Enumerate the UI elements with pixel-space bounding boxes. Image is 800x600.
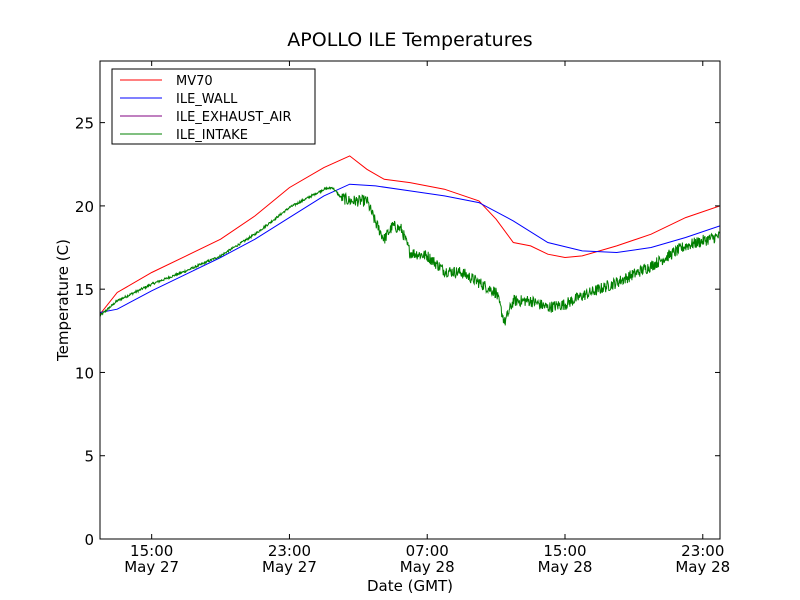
y-tick-label: 25 xyxy=(75,115,94,133)
x-tick-time-label: 15:00 xyxy=(130,542,173,560)
series-line-ile-wall xyxy=(100,183,720,313)
legend-label: ILE_WALL xyxy=(176,92,238,107)
series-line-mv70 xyxy=(100,155,720,315)
legend-label: ILE_EXHAUST_AIR xyxy=(176,110,292,125)
legend-label: MV70 xyxy=(176,74,213,89)
y-axis-label: Temperature (C) xyxy=(54,239,72,362)
x-tick-date-label: May 28 xyxy=(675,558,730,576)
x-tick-date-label: May 27 xyxy=(124,558,179,576)
x-tick-date-label: May 28 xyxy=(400,558,455,576)
y-tick-label: 20 xyxy=(75,198,94,216)
legend: MV70 ILE_WALL ILE_EXHAUST_AIR ILE_INTAKE xyxy=(111,68,316,145)
y-tick-label: 15 xyxy=(75,281,94,299)
chart-title: APOLLO ILE Temperatures xyxy=(287,29,532,51)
series-layer xyxy=(100,155,720,326)
legend-box xyxy=(111,68,316,145)
y-tick-label: 0 xyxy=(84,531,94,549)
x-tick-time-label: 23:00 xyxy=(268,542,311,560)
x-tick-date-label: May 28 xyxy=(538,558,593,576)
series-line-ile-intake xyxy=(100,186,720,326)
x-tick-time-label: 23:00 xyxy=(681,542,724,560)
x-tick-time-label: 15:00 xyxy=(543,542,586,560)
x-axis-label: Date (GMT) xyxy=(367,577,453,595)
legend-label: ILE_INTAKE xyxy=(176,128,248,143)
x-tick-time-label: 07:00 xyxy=(406,542,449,560)
x-tick-date-label: May 27 xyxy=(262,558,317,576)
y-tick-label: 10 xyxy=(75,364,94,382)
y-tick-label: 5 xyxy=(84,448,94,466)
plot-frame xyxy=(99,60,721,540)
plot-area xyxy=(100,155,720,326)
